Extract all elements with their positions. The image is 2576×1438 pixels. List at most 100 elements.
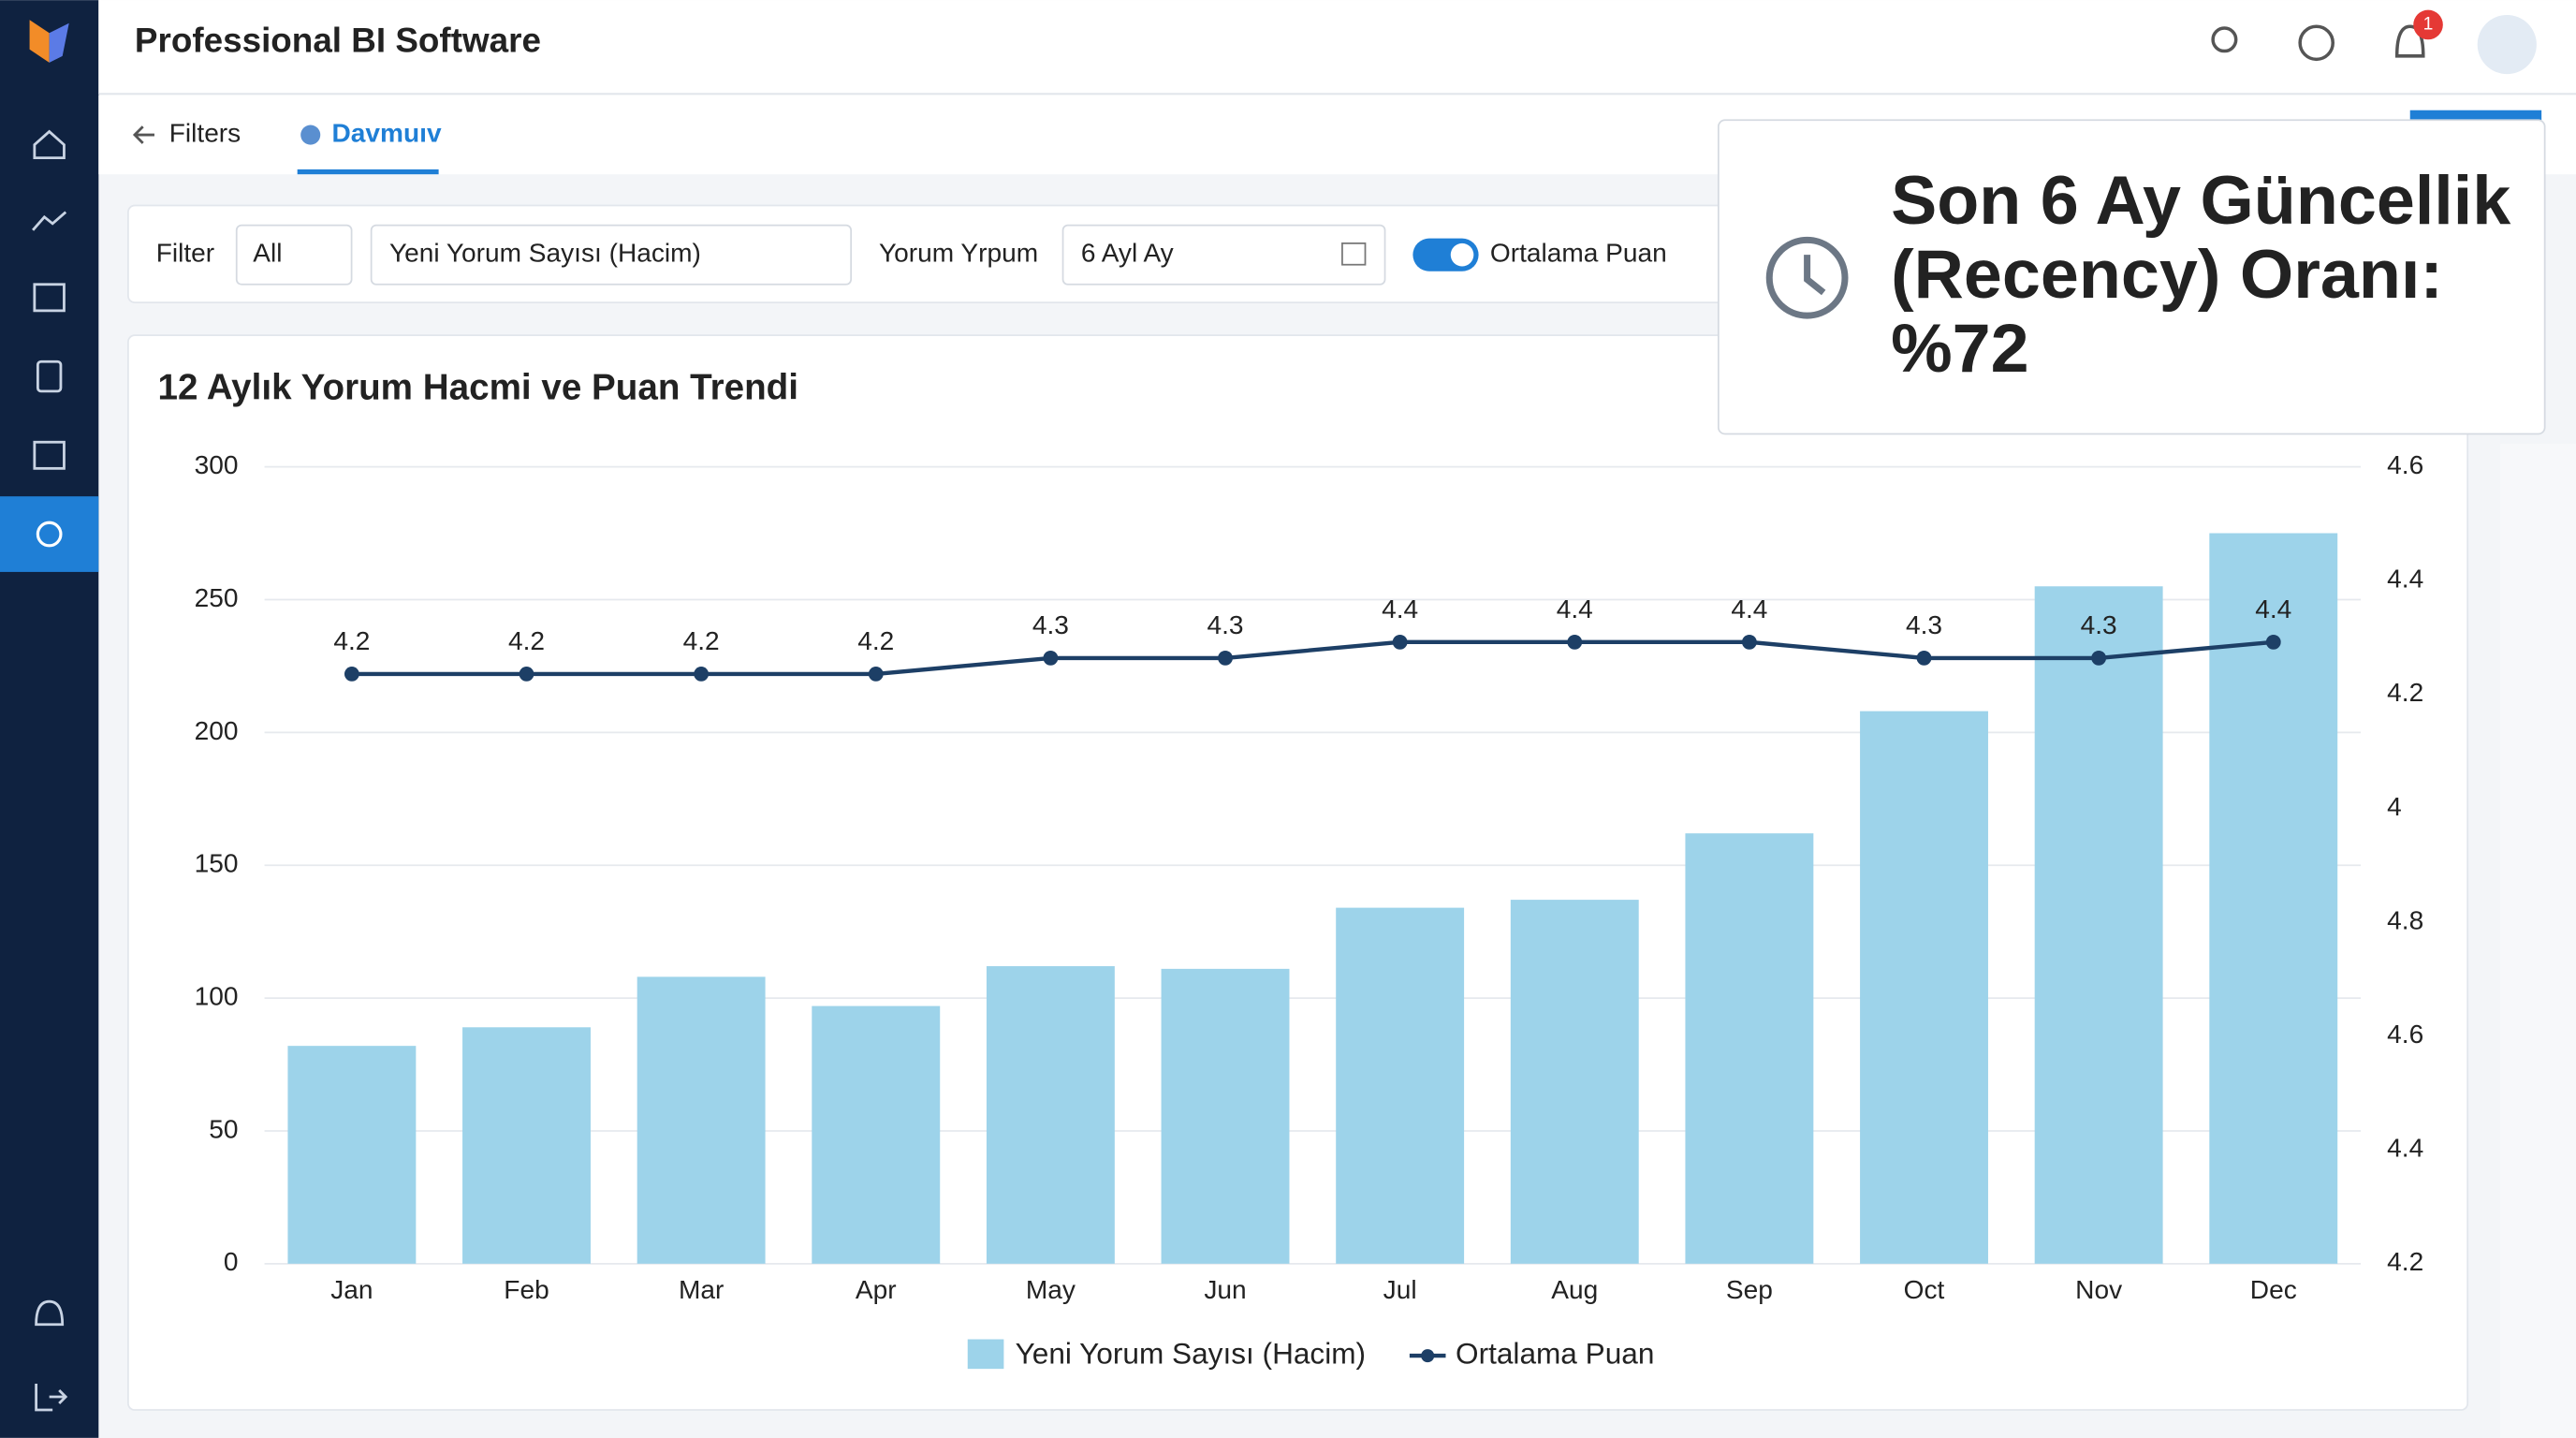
data-label: 4.2 bbox=[508, 626, 545, 655]
y2-tick-label: 4.4 bbox=[2387, 565, 2423, 594]
bar bbox=[986, 966, 1115, 1264]
back-arrow bbox=[132, 125, 154, 144]
y2-tick-label: 4.8 bbox=[2387, 905, 2423, 934]
line-point bbox=[2091, 650, 2107, 666]
toggle-knob bbox=[1450, 242, 1474, 267]
line-point bbox=[344, 667, 359, 682]
x-tick-label: Sep bbox=[1726, 1275, 1773, 1304]
search-icon[interactable] bbox=[2211, 26, 2238, 53]
period-value: 6 Ayl Ay bbox=[1081, 239, 1174, 268]
y-tick-label: 300 bbox=[195, 450, 239, 479]
bar bbox=[462, 1027, 591, 1264]
x-tick-label: Jan bbox=[330, 1275, 373, 1304]
data-label: 4.3 bbox=[1906, 610, 1942, 639]
nav-calendar[interactable] bbox=[33, 440, 66, 470]
clock-icon bbox=[1765, 236, 1849, 319]
y-tick-label: 200 bbox=[195, 716, 239, 745]
nav-logout[interactable] bbox=[35, 1383, 68, 1412]
legend-label: Ortalama Puan bbox=[1456, 1336, 1654, 1370]
nav-home[interactable] bbox=[33, 129, 66, 160]
y-tick-label: 150 bbox=[195, 849, 239, 878]
x-tick-label: Nov bbox=[2075, 1275, 2122, 1304]
line-point bbox=[868, 667, 884, 682]
line-point bbox=[1567, 634, 1583, 650]
line-point bbox=[694, 667, 710, 682]
data-label: 4.3 bbox=[1207, 610, 1243, 639]
period-input[interactable] bbox=[1061, 224, 1386, 286]
header bbox=[98, 0, 2576, 95]
recency-popup bbox=[1717, 119, 2546, 435]
tab-underline bbox=[297, 169, 439, 175]
logo-part bbox=[49, 22, 69, 63]
data-label: 4.4 bbox=[1382, 594, 1418, 624]
filter-select[interactable] bbox=[235, 224, 353, 286]
settings-icon bbox=[36, 521, 63, 548]
data-label: 4.2 bbox=[683, 626, 720, 655]
popup-line: %72 bbox=[1891, 309, 2029, 387]
bell-icon[interactable] bbox=[2394, 24, 2425, 58]
y-tick-label: 0 bbox=[224, 1247, 239, 1276]
metric-select[interactable] bbox=[370, 224, 853, 286]
line-point bbox=[1916, 650, 1932, 666]
bar bbox=[1510, 900, 1639, 1264]
data-label: 4.4 bbox=[2255, 594, 2291, 624]
active-tab[interactable]: Davmuıv bbox=[332, 118, 442, 147]
clock-hands bbox=[1804, 255, 1826, 296]
help-icon[interactable] bbox=[2298, 24, 2334, 62]
x-tick-label: Mar bbox=[679, 1275, 724, 1304]
popup-line: (Recency) Oranı: bbox=[1891, 235, 2443, 313]
tab-icon bbox=[300, 125, 321, 145]
bar bbox=[1860, 711, 1988, 1264]
avatar[interactable] bbox=[2477, 14, 2537, 75]
bar bbox=[812, 1005, 941, 1264]
bar bbox=[2034, 586, 2163, 1264]
x-tick-label: Dec bbox=[2250, 1275, 2297, 1304]
line bbox=[351, 639, 2274, 677]
legend-swatch bbox=[967, 1339, 1004, 1370]
y-tick-label: 50 bbox=[209, 1114, 238, 1143]
back-tab[interactable]: Filters bbox=[169, 118, 241, 147]
x-tick-label: Apr bbox=[856, 1275, 897, 1304]
y2-tick-label: 4.2 bbox=[2387, 1247, 2423, 1276]
data-label: 4.2 bbox=[333, 626, 370, 655]
y2-tick-label: 4.4 bbox=[2387, 1134, 2423, 1163]
nav-device[interactable] bbox=[36, 360, 63, 393]
chart-title: 12 Aylık Yorum Hacmi ve Puan Trendi bbox=[157, 367, 798, 407]
toggle-label: Ortalama Puan bbox=[1490, 239, 1667, 268]
x-tick-label: Jul bbox=[1383, 1275, 1417, 1304]
nav-alerts[interactable] bbox=[35, 1299, 65, 1327]
data-label: 4.3 bbox=[1032, 610, 1069, 639]
filter-label: Filter bbox=[156, 239, 214, 268]
data-label: 4.3 bbox=[2081, 610, 2117, 639]
badge bbox=[2413, 9, 2443, 40]
sidebar bbox=[0, 0, 99, 1438]
bar bbox=[1161, 968, 1290, 1264]
logo bbox=[29, 20, 50, 63]
x-tick-label: Jun bbox=[1204, 1275, 1246, 1304]
y2-tick-label: 4.6 bbox=[2387, 450, 2423, 479]
x-tick-label: May bbox=[1026, 1275, 1076, 1304]
period-label: Yorum Yrpum bbox=[879, 239, 1038, 268]
bar bbox=[287, 1046, 417, 1264]
y-tick-label: 250 bbox=[195, 583, 239, 612]
filter-value: All bbox=[253, 239, 282, 268]
bar bbox=[1336, 907, 1465, 1264]
legend-dot bbox=[1421, 1349, 1435, 1363]
line-point bbox=[1392, 634, 1408, 650]
app-title: Professional BI Software bbox=[135, 22, 541, 60]
popup-line: Son 6 Ay Güncellik bbox=[1891, 161, 2511, 239]
badge-count: 1 bbox=[2423, 15, 2434, 35]
line-point bbox=[1218, 650, 1233, 666]
nav-trends[interactable] bbox=[32, 211, 67, 231]
nav-settings-active[interactable] bbox=[0, 496, 99, 572]
x-tick-label: Aug bbox=[1551, 1275, 1598, 1304]
x-tick-label: Feb bbox=[504, 1275, 549, 1304]
line-point bbox=[1741, 634, 1757, 650]
legend-label: Yeni Yorum Sayısı (Hacim) bbox=[1016, 1336, 1366, 1370]
y-tick-label: 100 bbox=[195, 981, 239, 1010]
line-point bbox=[519, 667, 534, 682]
x-tick-label: Oct bbox=[1904, 1275, 1945, 1304]
nav-list[interactable] bbox=[33, 283, 66, 313]
bar bbox=[2209, 533, 2338, 1264]
data-label: 4.2 bbox=[857, 626, 894, 655]
